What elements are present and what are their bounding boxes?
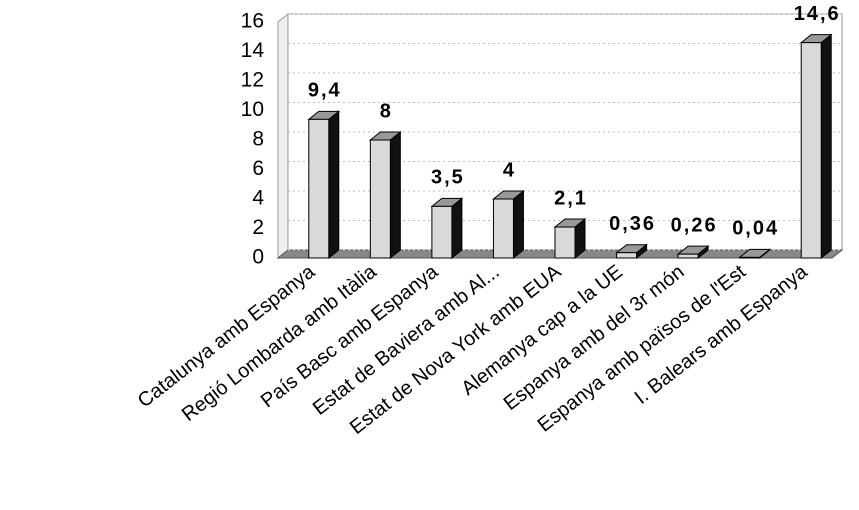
value-label: 8 [380, 100, 393, 122]
value-label: 4 [503, 159, 516, 181]
bar-side [389, 130, 401, 260]
y-tick-label: 6 [252, 157, 264, 180]
bar-side [820, 33, 832, 260]
value-label: 0,04 [732, 218, 779, 240]
bar [369, 139, 391, 259]
bar [308, 118, 330, 259]
bar-side [512, 189, 524, 260]
bar [431, 205, 453, 259]
bar [616, 252, 638, 259]
value-label: 0,26 [671, 214, 718, 236]
value-label: 0,36 [609, 213, 656, 235]
value-label: 2,1 [554, 187, 588, 209]
bar [554, 226, 576, 259]
y-tick-label: 8 [252, 128, 264, 151]
bar [739, 256, 761, 259]
value-label: 9,4 [308, 80, 342, 102]
y-tick-label: 14 [241, 39, 265, 62]
y-tick-label: 16 [241, 10, 264, 33]
y-tick-label: 2 [252, 216, 264, 239]
y-tick-label: 12 [241, 69, 264, 92]
bar [800, 42, 822, 259]
bar-side [451, 197, 463, 260]
side-wall [277, 12, 289, 260]
bar-side [328, 110, 340, 260]
value-label: 3,5 [431, 167, 465, 189]
value-label: 14,6 [794, 3, 841, 25]
bar [677, 253, 699, 259]
y-tick-label: 10 [241, 98, 264, 121]
y-tick-label: 4 [252, 187, 264, 210]
y-tick-label: 0 [252, 246, 264, 269]
bar [492, 198, 514, 259]
